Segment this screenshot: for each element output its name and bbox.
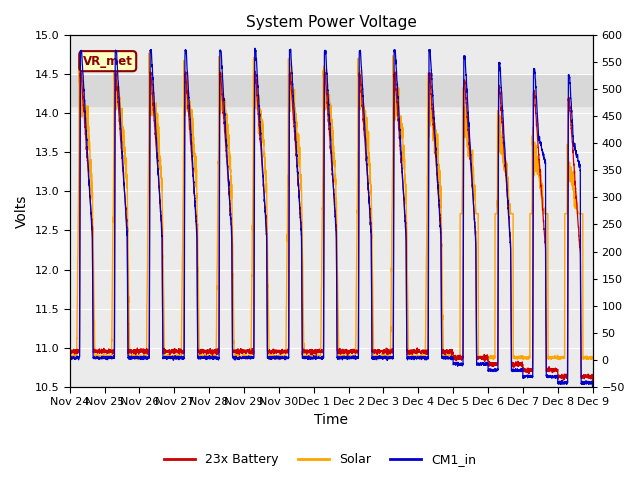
Line: CM1_in: CM1_in xyxy=(70,48,593,389)
CM1_in xyxy=(573,153,580,158)
CM1_in xyxy=(589,386,596,392)
Solar xyxy=(286,98,294,104)
CM1_in xyxy=(314,356,322,361)
CM1_in xyxy=(251,45,259,51)
23x Battery xyxy=(573,201,580,207)
23x Battery xyxy=(589,380,596,386)
Bar xyxy=(70,74,593,106)
Legend: 23x Battery, Solar, CM1_in: 23x Battery, Solar, CM1_in xyxy=(159,448,481,471)
Solar xyxy=(547,355,555,361)
23x Battery xyxy=(66,349,74,355)
Line: Solar: Solar xyxy=(70,53,593,360)
23x Battery xyxy=(446,350,454,356)
Y-axis label: Volts: Volts xyxy=(15,194,29,228)
Solar xyxy=(446,352,454,358)
23x Battery xyxy=(547,366,554,372)
CM1_in xyxy=(66,355,74,361)
23x Battery xyxy=(252,69,259,74)
Solar xyxy=(589,355,596,361)
23x Battery xyxy=(285,72,293,78)
Line: 23x Battery: 23x Battery xyxy=(70,72,593,383)
CM1_in xyxy=(446,355,454,360)
23x Battery xyxy=(314,349,322,355)
Title: System Power Voltage: System Power Voltage xyxy=(246,15,417,30)
CM1_in xyxy=(290,100,298,106)
Solar xyxy=(95,357,103,362)
Solar xyxy=(111,50,118,56)
23x Battery xyxy=(290,120,298,125)
Solar xyxy=(66,353,74,359)
CM1_in xyxy=(285,47,293,53)
Text: VR_met: VR_met xyxy=(83,55,132,68)
X-axis label: Time: Time xyxy=(314,413,348,427)
Solar xyxy=(315,355,323,360)
Solar xyxy=(573,201,580,207)
CM1_in xyxy=(547,373,554,379)
Solar xyxy=(290,99,298,105)
